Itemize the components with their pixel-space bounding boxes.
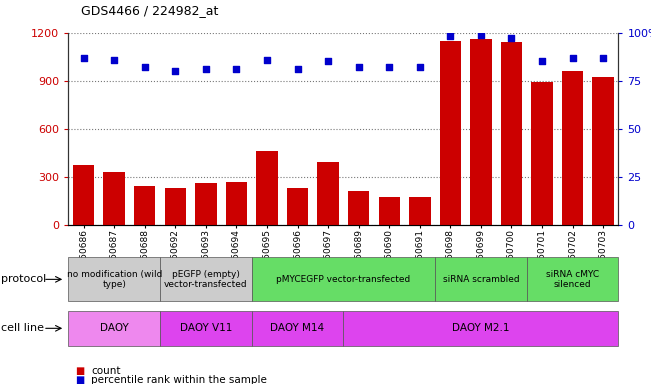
Bar xyxy=(195,183,217,225)
Point xyxy=(292,66,303,72)
Text: protocol: protocol xyxy=(1,274,47,285)
Text: GDS4466 / 224982_at: GDS4466 / 224982_at xyxy=(81,4,219,17)
Point xyxy=(323,58,333,65)
Point xyxy=(568,55,578,61)
Point xyxy=(139,64,150,70)
Point xyxy=(231,66,242,72)
Bar xyxy=(470,39,492,225)
Point xyxy=(262,56,272,63)
Text: ■: ■ xyxy=(75,366,84,376)
Text: no modification (wild
type): no modification (wild type) xyxy=(66,270,162,289)
Text: pEGFP (empty)
vector-transfected: pEGFP (empty) vector-transfected xyxy=(164,270,247,289)
Bar xyxy=(73,166,94,225)
Bar xyxy=(256,151,278,225)
Bar xyxy=(378,197,400,225)
Text: DAOY: DAOY xyxy=(100,323,128,333)
Text: DAOY V11: DAOY V11 xyxy=(180,323,232,333)
Point xyxy=(109,56,119,63)
Text: DAOY M2.1: DAOY M2.1 xyxy=(452,323,510,333)
Point xyxy=(384,64,395,70)
Bar xyxy=(318,162,339,225)
Text: siRNA scrambled: siRNA scrambled xyxy=(443,275,519,284)
Bar xyxy=(531,82,553,225)
Point xyxy=(537,58,547,65)
Bar xyxy=(439,41,461,225)
Text: pMYCEGFP vector-transfected: pMYCEGFP vector-transfected xyxy=(276,275,411,284)
Bar xyxy=(134,186,156,225)
Bar xyxy=(104,172,125,225)
Point xyxy=(445,33,456,40)
Text: DAOY M14: DAOY M14 xyxy=(271,323,325,333)
Point xyxy=(415,64,425,70)
Bar xyxy=(165,188,186,225)
Point xyxy=(506,35,517,41)
Bar xyxy=(592,78,614,225)
Bar xyxy=(501,42,522,225)
Bar xyxy=(287,188,309,225)
Text: siRNA cMYC
silenced: siRNA cMYC silenced xyxy=(546,270,599,289)
Text: count: count xyxy=(91,366,120,376)
Point xyxy=(201,66,211,72)
Text: ■: ■ xyxy=(75,375,84,384)
Point xyxy=(353,64,364,70)
Point xyxy=(598,55,609,61)
Bar xyxy=(409,197,430,225)
Point xyxy=(170,68,180,74)
Text: cell line: cell line xyxy=(1,323,44,333)
Bar xyxy=(348,191,369,225)
Point xyxy=(476,31,486,38)
Point xyxy=(78,55,89,61)
Text: percentile rank within the sample: percentile rank within the sample xyxy=(91,375,267,384)
Bar xyxy=(562,71,583,225)
Bar xyxy=(226,182,247,225)
